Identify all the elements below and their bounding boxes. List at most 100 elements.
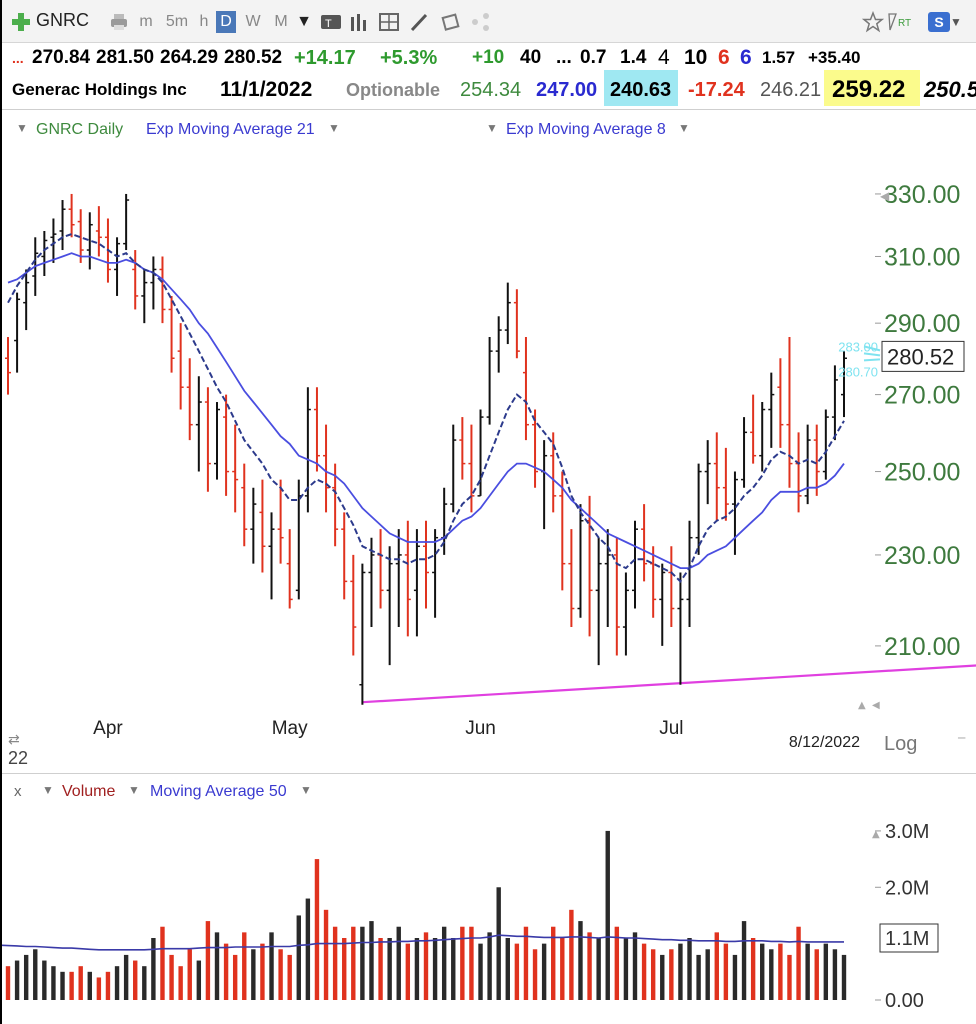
volume-bar[interactable] (760, 943, 765, 1000)
ohlc-bar[interactable] (432, 529, 439, 618)
volume-bar[interactable] (305, 898, 311, 1000)
timeframe-monthly[interactable]: M (274, 13, 288, 30)
volume-bar[interactable] (705, 949, 710, 1000)
volume-bar[interactable] (232, 954, 238, 1000)
price-chart[interactable]: ▼ GNRC Daily Exp Moving Average 21 ▼ ▼ E… (2, 110, 976, 772)
volume-bar[interactable] (187, 949, 192, 1000)
ohlc-bar[interactable] (650, 546, 657, 618)
volume-bar[interactable] (696, 954, 701, 1000)
ohlc-bar[interactable] (223, 394, 230, 496)
ohlc-bar[interactable] (513, 289, 520, 359)
ohlc-bar[interactable] (214, 402, 220, 480)
ohlc-bar[interactable] (123, 193, 130, 251)
volume-bar[interactable] (551, 926, 556, 1000)
volume-bar[interactable] (614, 926, 620, 1000)
ohlc-bar[interactable] (41, 230, 48, 277)
ohlc-bar[interactable] (177, 323, 184, 410)
ohlc-bar[interactable] (659, 563, 666, 646)
volume-bar[interactable] (451, 938, 456, 1000)
volume-bar[interactable] (269, 932, 274, 1000)
volume-bar[interactable] (714, 932, 719, 1000)
ohlc-bar[interactable] (722, 447, 729, 521)
ohlc-bar[interactable] (159, 256, 166, 324)
ohlc-bar[interactable] (204, 387, 211, 492)
volume-bar[interactable] (441, 926, 447, 1000)
volume-bar[interactable] (223, 943, 229, 1000)
legend-volume-dropdown-icon[interactable]: ▼ (128, 783, 140, 797)
timeframe-5-minute[interactable]: 5m (165, 13, 189, 30)
legend-symbol-daily[interactable]: GNRC Daily (36, 121, 123, 138)
volume-bar[interactable] (387, 938, 392, 1000)
volume-bar[interactable] (351, 926, 356, 1000)
volume-bar[interactable] (787, 954, 792, 1000)
favorite-star-icon[interactable] (862, 11, 884, 33)
ohlc-bar[interactable] (77, 209, 84, 263)
ohlc-bar[interactable] (195, 376, 202, 472)
volume-bar[interactable] (669, 949, 674, 1000)
volume-bar[interactable] (496, 887, 501, 1000)
volume-bar[interactable] (242, 932, 247, 1000)
ohlc-bar[interactable] (350, 554, 357, 656)
support-trendline[interactable] (362, 644, 976, 704)
legend-ema8-dropdown-icon[interactable]: ▼ (486, 121, 498, 135)
volume-bar[interactable] (541, 943, 547, 1000)
ohlc-bar[interactable] (731, 471, 738, 555)
volume-bar[interactable] (60, 971, 65, 1000)
ohlc-bar[interactable] (550, 432, 557, 513)
volume-bar[interactable] (805, 943, 810, 1000)
volume-bar[interactable] (796, 926, 801, 1000)
ohlc-bar[interactable] (368, 537, 375, 628)
ohlc-bar[interactable] (568, 529, 575, 628)
volume-bar[interactable] (123, 954, 129, 1000)
ohlc-bar[interactable] (86, 212, 93, 270)
scale-up-icon[interactable]: ▲ (858, 700, 866, 711)
ohlc-bar[interactable] (613, 537, 620, 656)
volume-bar[interactable] (260, 943, 265, 1000)
volume-bar[interactable] (251, 949, 256, 1000)
volume-bar[interactable] (87, 971, 92, 1000)
legend-volume[interactable]: Volume (62, 783, 115, 800)
eraser-icon[interactable] (440, 11, 462, 33)
volume-bar[interactable] (487, 932, 492, 1000)
timeframe-dropdown-icon[interactable]: ▼ (296, 13, 312, 30)
ohlc-bar[interactable] (341, 512, 348, 600)
ohlc-bar[interactable] (759, 402, 766, 472)
ohlc-bar[interactable] (459, 417, 466, 480)
volume-bar[interactable] (169, 954, 174, 1000)
chart-grid-icon[interactable] (378, 11, 400, 33)
ohlc-bar[interactable] (486, 337, 493, 425)
bar-style-icon[interactable] (348, 11, 370, 33)
ohlc-bar[interactable] (168, 295, 175, 373)
volume-bar[interactable] (605, 830, 610, 1000)
pencil-icon[interactable] (408, 11, 430, 33)
volume-bar[interactable] (33, 949, 38, 1000)
volume-bar[interactable] (569, 909, 574, 1000)
volume-bar[interactable] (723, 943, 729, 1000)
ohlc-bar[interactable] (532, 409, 539, 488)
printer-icon[interactable] (108, 11, 130, 33)
ohlc-bar[interactable] (404, 520, 411, 637)
volume-bar[interactable] (42, 960, 47, 1000)
ohlc-bar[interactable] (95, 206, 102, 257)
volume-bar[interactable] (778, 943, 783, 1000)
ohlc-bar[interactable] (132, 250, 139, 310)
ohlc-bar[interactable] (577, 504, 584, 618)
settings-dropdown-icon[interactable]: ▼ (950, 15, 962, 29)
volume-bar[interactable] (660, 954, 665, 1000)
volume-bar[interactable] (78, 966, 83, 1000)
ohlc-bar[interactable] (377, 529, 384, 609)
ohlc-bar[interactable] (768, 372, 775, 448)
volume-collapse-icon[interactable]: ▼ (42, 783, 54, 797)
volume-bar[interactable] (378, 938, 383, 1000)
ohlc-bar[interactable] (595, 537, 602, 666)
ohlc-bar[interactable] (332, 463, 339, 547)
volume-bar[interactable] (678, 943, 683, 1000)
volume-bar[interactable] (814, 949, 819, 1000)
ohlc-bar[interactable] (822, 409, 829, 480)
volume-bar[interactable] (51, 966, 56, 1000)
volume-bar[interactable] (314, 859, 320, 1000)
volume-bar[interactable] (741, 921, 747, 1000)
text-tool-icon[interactable]: T (320, 11, 342, 33)
ohlc-bar[interactable] (386, 546, 393, 666)
ohlc-bar[interactable] (59, 200, 66, 251)
